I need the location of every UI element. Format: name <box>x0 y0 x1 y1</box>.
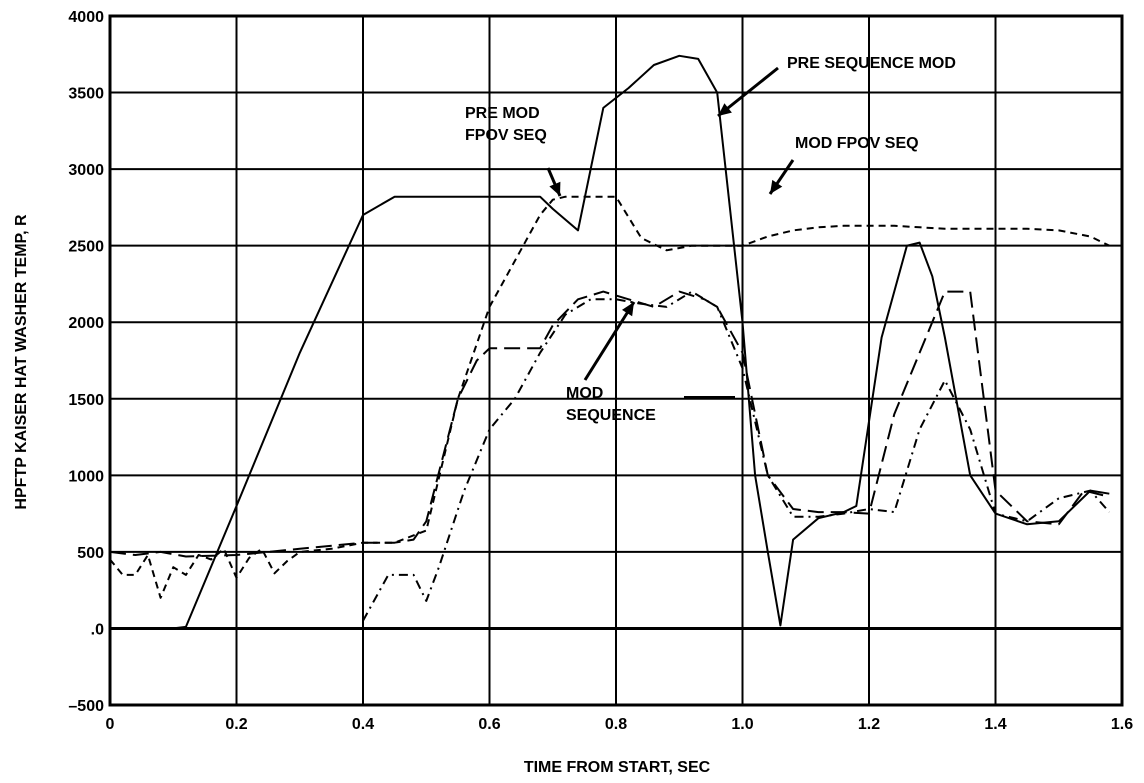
annotation-pre-mod-line2: FPOV SEQ <box>465 127 547 144</box>
x-tick-label: 0.4 <box>352 716 374 733</box>
series-line-pre-sequence-mod <box>110 54 1110 630</box>
arrow-pre-sequence-mod-head <box>718 103 732 116</box>
x-axis-label: TIME FROM START, SEC <box>524 759 711 776</box>
y-tick-label: 500 <box>77 545 104 562</box>
x-tick-label: 0.8 <box>605 716 627 733</box>
y-tick-label: 2000 <box>68 315 104 332</box>
x-tick-label: 0.6 <box>478 716 500 733</box>
series-layer <box>109 54 1111 630</box>
y-tick-label: 2500 <box>68 239 104 256</box>
annotation-pre-sequence-mod: PRE SEQUENCE MOD <box>787 55 956 72</box>
x-tick-label: 1.2 <box>858 716 880 733</box>
x-tick-label: 0.2 <box>225 716 247 733</box>
arrow-mod-fpov-seq-head <box>770 179 783 194</box>
y-tick-label: 1500 <box>68 392 104 409</box>
y-tick-label: 3500 <box>68 86 104 103</box>
y-tick-labels: –500 .0 500 1000 1500 2000 2500 3000 3500 4000 <box>68 9 104 715</box>
grid-lines <box>109 15 1123 706</box>
y-tick-label: –500 <box>68 698 104 715</box>
arrow-mod-sequence-line <box>583 301 636 381</box>
series-line-pre-mod-fpov-seq <box>109 195 1110 599</box>
y-tick-label: 4000 <box>68 9 104 26</box>
series-line-mod-fpov-seq <box>109 290 1110 558</box>
arrow-pre-mod-fpov-seq-head <box>549 181 561 196</box>
plot-frame <box>108 14 1124 707</box>
annotation-mod-sequence-line2: SEQUENCE <box>566 407 656 424</box>
y-tick-label: 1000 <box>68 468 104 485</box>
annotation-pre-mod-line1: PRE MOD <box>465 105 540 122</box>
annotation-mod-fpov-seq: MOD FPOV SEQ <box>795 135 919 152</box>
x-tick-label: 1.4 <box>984 716 1006 733</box>
x-tick-label: 1.0 <box>731 716 753 733</box>
y-tick-label: 3000 <box>68 162 104 179</box>
x-tick-label: 0 <box>106 716 115 733</box>
x-tick-label: 1.6 <box>1111 716 1133 733</box>
y-axis-label: HPFTP KAISER HAT WASHER TEMP, R <box>13 214 30 510</box>
arrow-mod-sequence-head <box>622 302 634 317</box>
annotation-arrows <box>546 66 795 398</box>
annotation-mod-sequence-line1: MOD <box>566 385 603 402</box>
x-tick-labels: 0 0.2 0.4 0.6 0.8 1.0 1.2 1.4 1.6 <box>106 716 1134 733</box>
y-tick-label: .0 <box>91 621 104 638</box>
series-line-mod-sequence <box>362 290 1111 622</box>
